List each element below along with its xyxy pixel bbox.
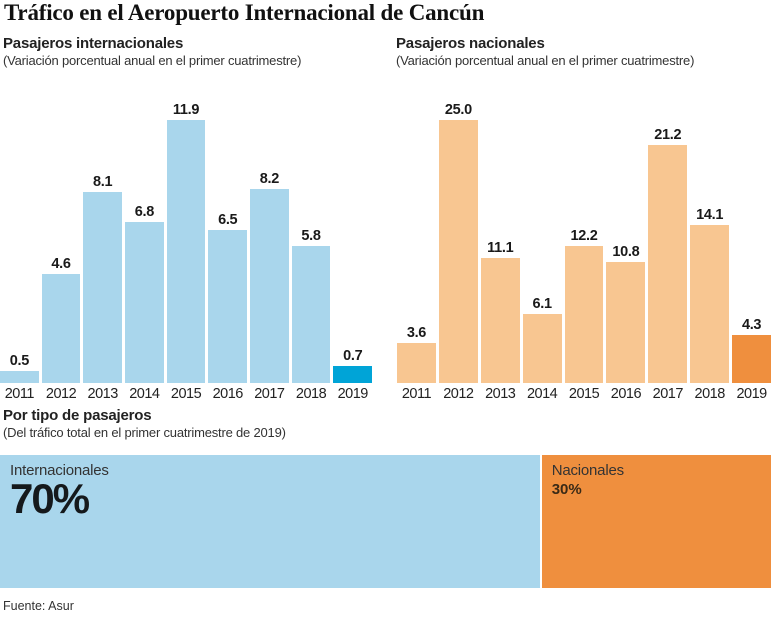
passenger-share-stacked-bar: Internacionales 70% Nacionales 30% [0, 455, 771, 588]
bar-value-label: 11.1 [487, 240, 514, 256]
bar [125, 222, 164, 383]
bar-value-label: 25.0 [444, 102, 472, 118]
bar-value-label: 10.8 [612, 244, 640, 260]
bar [397, 343, 436, 383]
bar [41, 274, 81, 383]
x-axis-label: 2016 [610, 386, 642, 402]
segment-label-nacionales: Nacionales [551, 462, 624, 479]
bar-value-label: 6.8 [134, 204, 155, 220]
bar [291, 246, 331, 383]
bar-group-2012: 25.0 [438, 102, 478, 383]
x-axis-label: 2018 [694, 386, 726, 402]
share-section-title: Por tipo de pasajeros [3, 407, 152, 424]
x-axis-label: 2011 [4, 386, 35, 402]
bar [648, 145, 688, 383]
chart-header-nacionales: Pasajeros nacionales (Variación porcentu… [396, 35, 694, 68]
x-axis-label: 2017 [254, 386, 285, 402]
bar-group-2014: 6.1 [522, 102, 562, 383]
bar-group-2019: 4.3 [732, 102, 771, 383]
bar-value-label: 8.2 [259, 171, 280, 187]
bar [0, 371, 39, 383]
x-axis-label: 2014 [526, 386, 558, 402]
bar [606, 262, 646, 383]
bar-value-label: 4.3 [741, 317, 762, 333]
chart-title-internacionales: Pasajeros internacionales [3, 35, 184, 52]
bar-value-label: 6.1 [532, 296, 552, 312]
bar-group-2016: 6.5 [208, 102, 248, 383]
bar-group-2019: 0.7 [333, 102, 373, 383]
chart-header-internacionales: Pasajeros internacionales (Variación por… [3, 35, 301, 68]
x-axis-nacionales: 2011 2012 2013 2014 2015 2016 2017 2018 2019 [397, 386, 771, 402]
bar-group-2015: 12.2 [564, 102, 604, 383]
x-axis-label: 2019 [337, 386, 369, 402]
bar [166, 120, 206, 383]
segment-label-internacionales: Internacionales [10, 462, 109, 479]
bar-value-label: 21.2 [654, 127, 682, 143]
bar-value-label: 6.5 [218, 212, 238, 228]
x-axis-label: 2013 [87, 386, 119, 402]
bar-group-2014: 6.8 [125, 102, 164, 383]
bar [250, 189, 289, 383]
bar-value-label: 4.6 [51, 256, 71, 272]
bar-chart-internacionales: 0.5 4.6 8.1 6.8 11.9 6.5 8.2 5.8 0.7 [0, 102, 373, 383]
share-section-header: Por tipo de pasajeros (Del tráfico total… [3, 407, 286, 440]
bar-value-label: 12.2 [570, 228, 598, 244]
x-axis-label: 2012 [443, 386, 474, 402]
bar [333, 366, 373, 383]
bar-value-label: 14.1 [696, 207, 724, 223]
bar-group-2018: 5.8 [291, 102, 331, 383]
bar [732, 335, 771, 383]
source-note: Fuente: Asur [3, 599, 74, 613]
bar-group-2011: 3.6 [397, 102, 436, 383]
bar-value-label: 3.6 [406, 325, 427, 341]
bar-group-2017: 21.2 [648, 102, 688, 383]
bar [690, 225, 730, 383]
bar-group-2013: 8.1 [83, 102, 123, 383]
bar [522, 314, 562, 383]
x-axis-label: 2015 [170, 386, 202, 402]
x-axis-label: 2011 [401, 386, 432, 402]
bar-group-2013: 11.1 [480, 102, 520, 383]
bar-value-label: 0.5 [9, 353, 30, 369]
page-title: Tráfico en el Aeropuerto Internacional d… [4, 0, 485, 25]
bar-group-2018: 14.1 [690, 102, 730, 383]
segment-nacionales: Nacionales 30% [539, 455, 771, 588]
bar [208, 230, 248, 383]
segment-value-internacionales: 70% [10, 475, 90, 522]
bar [480, 258, 520, 383]
bar-group-2017: 8.2 [250, 102, 289, 383]
bar-group-2011: 0.5 [0, 102, 39, 383]
x-axis-label: 2015 [568, 386, 600, 402]
bar [438, 120, 478, 383]
chart-title-nacionales: Pasajeros nacionales [396, 35, 545, 52]
x-axis-label: 2014 [129, 386, 160, 402]
bar [83, 192, 123, 383]
x-axis-label: 2018 [295, 386, 327, 402]
chart-subtitle-nacionales: (Variación porcentual anual en el primer… [396, 53, 695, 68]
segment-value-nacionales: 30% [551, 481, 582, 498]
bar [564, 246, 604, 383]
bar-value-label: 8.1 [93, 174, 113, 190]
bar-value-label: 0.7 [343, 348, 363, 364]
share-section-subtitle: (Del tráfico total en el primer cuatrime… [3, 425, 286, 440]
x-axis-label: 2017 [652, 386, 684, 402]
x-axis-label: 2016 [212, 386, 244, 402]
x-axis-label: 2012 [45, 386, 77, 402]
x-axis-internacionales: 2011 2012 2013 2014 2015 2016 2017 2018 2019 [0, 386, 372, 402]
bar-value-label: 11.9 [172, 102, 200, 118]
bar-chart-nacionales: 3.6 25.0 11.1 6.1 12.2 10.8 21.2 14.1 4.3 [397, 102, 771, 383]
bar-value-label: 5.8 [301, 228, 321, 244]
bar-group-2012: 4.6 [41, 102, 81, 383]
segment-internacionales: Internacionales 70% [0, 455, 540, 588]
chart-subtitle-internacionales: (Variación porcentual anual en el primer… [3, 53, 302, 68]
x-axis-label: 2013 [485, 386, 516, 402]
bar-group-2016: 10.8 [606, 102, 646, 383]
x-axis-label: 2019 [736, 386, 767, 402]
bar-group-2015: 11.9 [166, 102, 206, 383]
